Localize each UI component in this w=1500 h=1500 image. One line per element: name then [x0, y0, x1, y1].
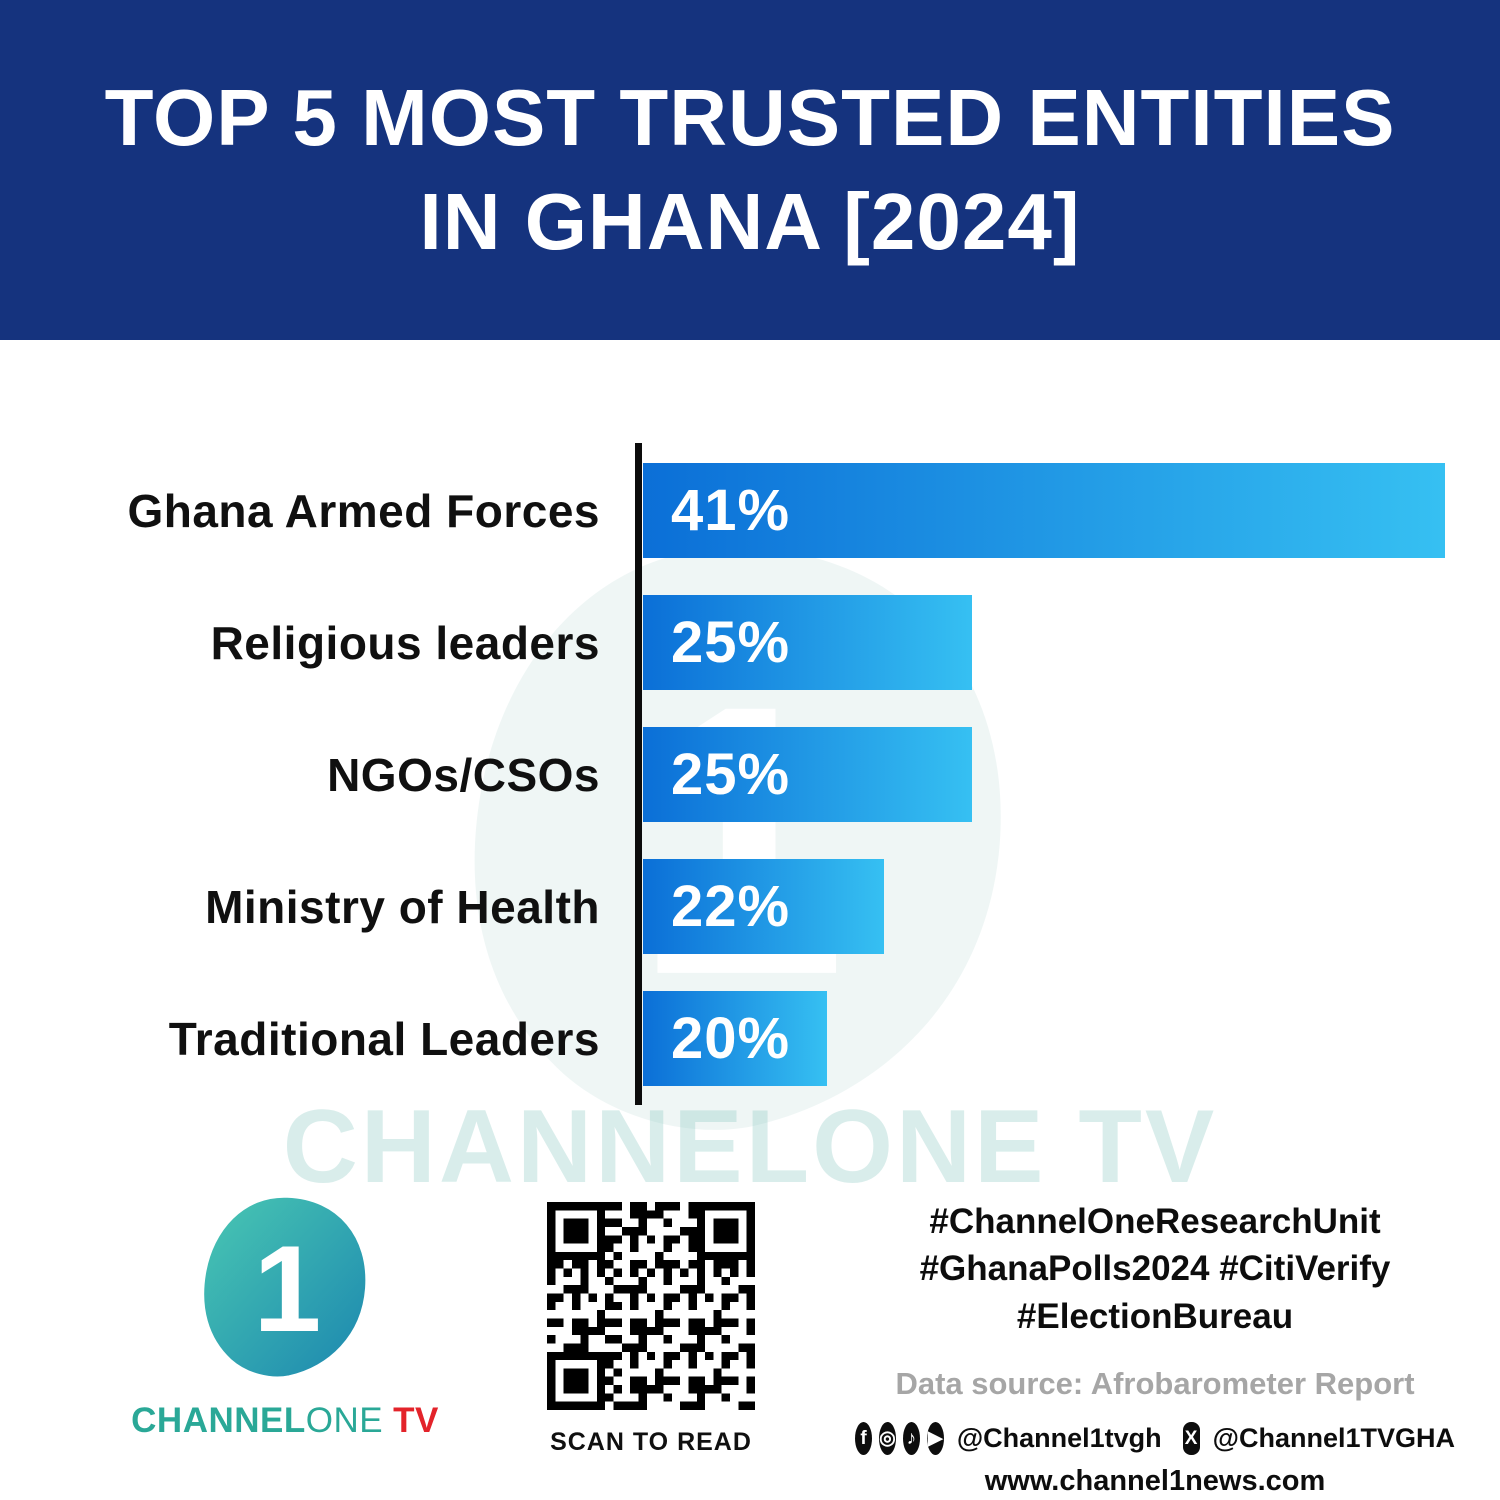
hashtag-line-2: #GhanaPolls2024 #CitiVerify	[919, 1249, 1391, 1289]
bar-row: NGOs/CSOs 25%	[0, 727, 1445, 822]
brand-channel: CHANNEL	[131, 1401, 306, 1440]
tiktok-icon[interactable]: ♪	[902, 1421, 920, 1455]
bar-value-label: 22%	[671, 874, 791, 939]
bar: 22%	[643, 859, 884, 954]
bar-row: Traditional Leaders 20%	[0, 991, 1445, 1086]
bar-label: Ministry of Health	[205, 880, 600, 933]
footer-info: #ChannelOneResearchUnit #GhanaPolls2024 …	[855, 1198, 1455, 1498]
bar: 25%	[643, 595, 972, 690]
bar-row: Ghana Armed Forces 41%	[0, 463, 1445, 558]
chart-rows: Ghana Armed Forces 41% Religious leaders…	[0, 463, 1445, 1123]
qr-block: SCAN TO READ	[543, 1198, 759, 1457]
brand-tv: TV	[393, 1401, 439, 1440]
bar-label: Religious leaders	[210, 616, 600, 669]
bar-value-label: 25%	[671, 742, 791, 807]
svg-text:1: 1	[633, 627, 846, 1055]
bar: 25%	[643, 727, 972, 822]
page-title-line2: IN GHANA [2024]	[419, 177, 1081, 266]
data-source-text: Data source: Afrobarometer Report	[895, 1365, 1415, 1401]
logo-number: 1	[253, 1220, 321, 1357]
brand-one: ONE	[305, 1401, 384, 1440]
bar-row: Ministry of Health 22%	[0, 859, 1445, 954]
footer: 1 CHANNELONE TV SCAN TO READ #ChannelOneR…	[0, 1180, 1500, 1500]
social-handle-x[interactable]: @Channel1TVGHA	[1212, 1422, 1455, 1453]
channel-one-logo: 1 CHANNELONE TV	[120, 1185, 450, 1441]
brand-wordmark: CHANNELONE TV	[120, 1401, 450, 1441]
instagram-icon[interactable]: ◎	[878, 1421, 896, 1455]
page-title-line1: TOP 5 MOST TRUSTED ENTITIES	[104, 73, 1396, 162]
chart-axis-line	[635, 443, 642, 1105]
channel-one-logo-icon: 1	[200, 1194, 369, 1381]
header-banner: TOP 5 MOST TRUSTED ENTITIES IN GHANA [20…	[0, 0, 1500, 340]
bar-label: Traditional Leaders	[168, 1012, 600, 1065]
bar-value-label: 20%	[671, 1006, 791, 1071]
bar-value-label: 41%	[671, 478, 791, 543]
bar-row: Religious leaders 25%	[0, 595, 1445, 690]
facebook-icon[interactable]: f	[855, 1421, 872, 1455]
social-row: f ◎ ♪ ▶ @Channel1tvgh X @Channel1TVGHA	[855, 1421, 1455, 1455]
hashtag-line-3: #ElectionBureau	[1016, 1296, 1294, 1336]
page-title: TOP 5 MOST TRUSTED ENTITIES IN GHANA [20…	[105, 66, 1396, 274]
bar-label: NGOs/CSOs	[327, 748, 600, 801]
bar: 41%	[643, 463, 1445, 558]
brand-text-watermark: CHANNELONE TV	[282, 1089, 1218, 1205]
shield-logo-watermark: 1	[474, 547, 1001, 1130]
social-handle-primary[interactable]: @Channel1tvgh	[956, 1422, 1162, 1453]
hashtag-line-1: #ChannelOneResearchUnit	[929, 1202, 1381, 1241]
qr-caption: SCAN TO READ	[550, 1428, 752, 1456]
bar-value-label: 25%	[671, 610, 791, 675]
bar-label: Ghana Armed Forces	[127, 484, 600, 537]
qr-code[interactable]	[543, 1198, 759, 1414]
x-twitter-icon[interactable]: X	[1182, 1421, 1200, 1455]
bar-chart: 1 Ghana Armed Forces 41% Religious leade…	[0, 340, 1500, 1130]
youtube-icon[interactable]: ▶	[926, 1421, 944, 1455]
bar: 20%	[643, 991, 828, 1086]
website-url[interactable]: www.channel1news.com	[984, 1464, 1326, 1497]
